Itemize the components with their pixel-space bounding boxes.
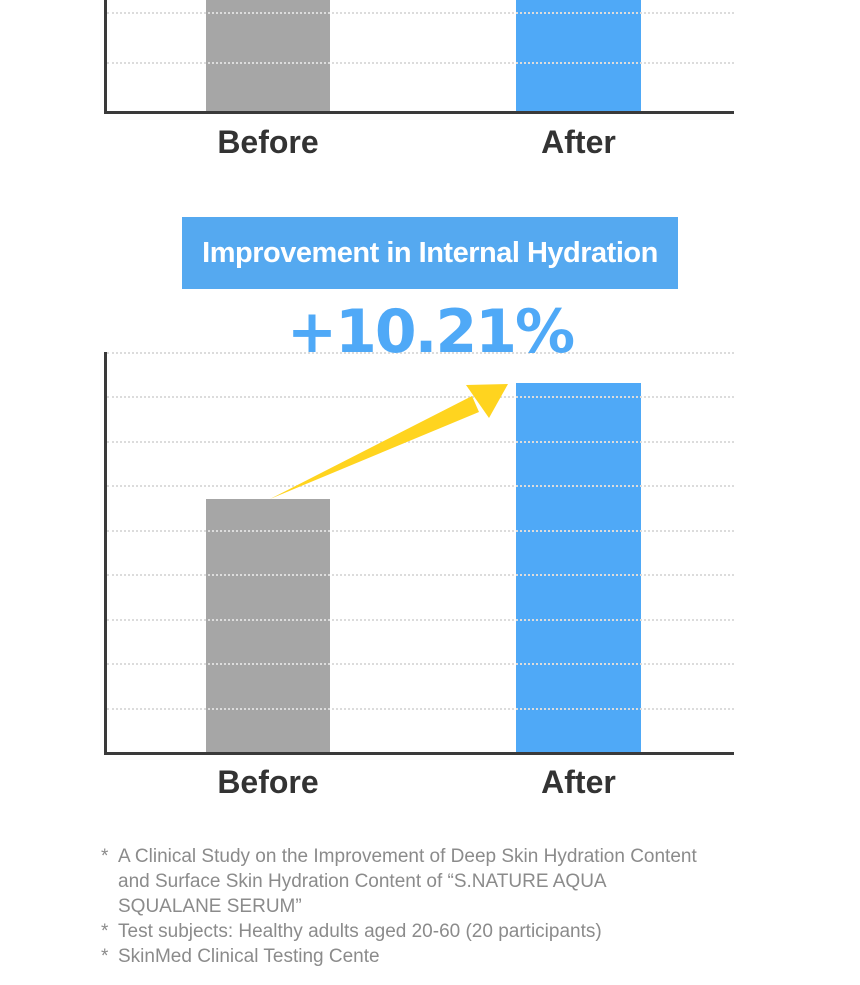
top-chart-before-label: Before xyxy=(217,124,319,160)
footnote-asterisk: * xyxy=(101,846,109,867)
growth-arrow-icon xyxy=(250,370,520,510)
footnote-testing-center: * SkinMed Clinical Testing Cente xyxy=(101,944,701,969)
footnotes: * A Clinical Study on the Improvement of… xyxy=(101,844,701,969)
main-chart-after-bar xyxy=(516,383,641,752)
footnote-test-subjects: * Test subjects: Healthy adults aged 20-… xyxy=(101,919,701,944)
footnote-line: A Clinical Study on the Improvement of D… xyxy=(118,846,697,867)
gridline xyxy=(107,62,734,64)
top-chart-after-bar xyxy=(516,0,641,111)
gridline xyxy=(107,618,734,621)
gridline xyxy=(107,707,734,710)
footnote-asterisk: * xyxy=(101,946,109,967)
gridline xyxy=(107,485,734,488)
footnote-asterisk: * xyxy=(101,921,109,942)
improvement-value: +10.21% xyxy=(286,297,575,367)
gridline xyxy=(107,574,734,577)
top-chart-plot xyxy=(104,0,734,114)
footnote-line: SkinMed Clinical Testing Cente xyxy=(118,946,380,967)
main-chart-after-label: After xyxy=(541,764,616,800)
gridline xyxy=(107,663,734,666)
gridline xyxy=(107,529,734,532)
top-chart-before-bar xyxy=(206,0,330,111)
gridline xyxy=(107,12,734,14)
gridline xyxy=(107,352,734,354)
footnote-clinical-study: * A Clinical Study on the Improvement of… xyxy=(101,844,701,919)
growth-arrow-svg xyxy=(270,384,508,499)
gridline xyxy=(107,440,734,443)
footnote-line: Test subjects: Healthy adults aged 20-60… xyxy=(118,921,602,942)
main-chart-before-bar xyxy=(206,498,330,752)
footnote-line: and Surface Skin Hydration Content of “S… xyxy=(118,871,606,917)
gridline xyxy=(107,396,734,399)
main-chart-plot xyxy=(104,352,734,755)
top-chart-after-label: After xyxy=(541,124,616,160)
main-chart-before-label: Before xyxy=(217,764,319,800)
headline-banner: Improvement in Internal Hydration xyxy=(182,217,678,289)
